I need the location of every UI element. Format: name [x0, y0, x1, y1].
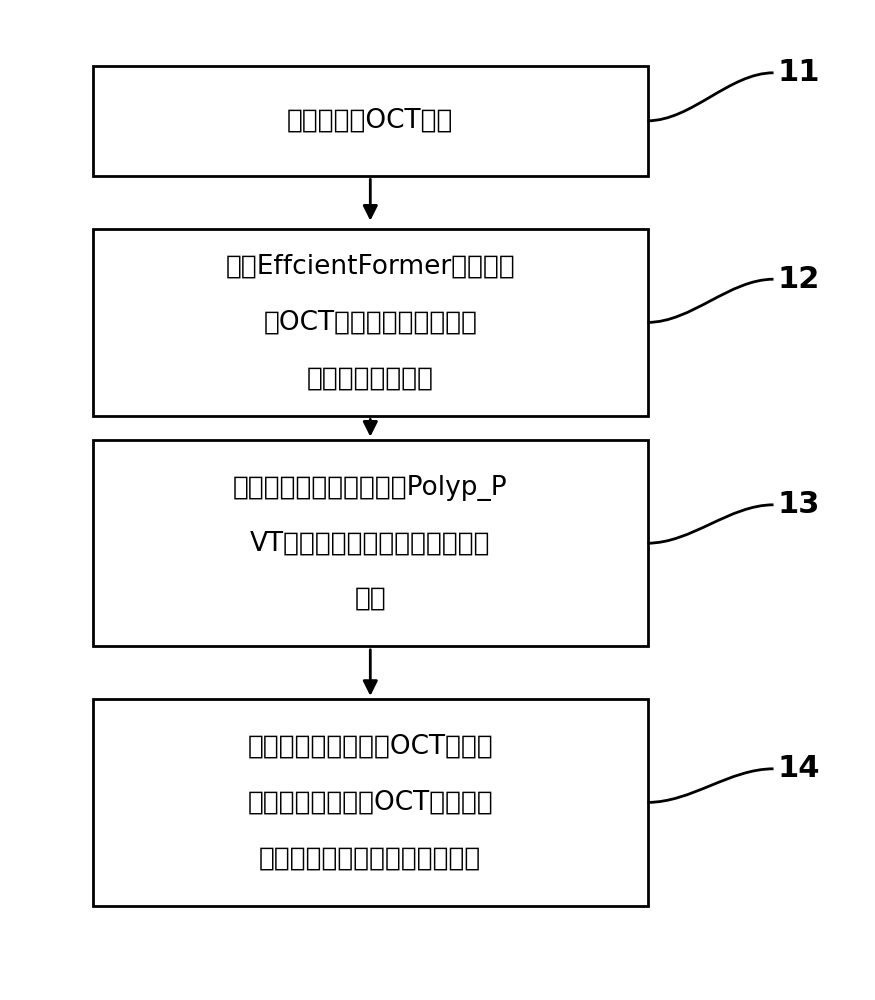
- Text: 13: 13: [778, 490, 820, 519]
- Text: 14: 14: [778, 754, 820, 783]
- Text: 获取血管内OCT图像: 获取血管内OCT图像: [287, 108, 453, 134]
- Text: 至目标识别模型，得到识别结果: 至目标识别模型，得到识别结果: [259, 845, 481, 871]
- FancyBboxPatch shape: [93, 440, 648, 646]
- FancyBboxPatch shape: [93, 229, 648, 416]
- Text: VT模型进行训练，得到目标识别: VT模型进行训练，得到目标识别: [250, 530, 491, 556]
- FancyBboxPatch shape: [93, 66, 648, 176]
- Text: 采用EffcientFormer提取血管: 采用EffcientFormer提取血管: [226, 254, 515, 280]
- Text: 获取待识别的血管内OCT图像，: 获取待识别的血管内OCT图像，: [248, 734, 493, 760]
- Text: 12: 12: [778, 265, 820, 294]
- Text: 模型: 模型: [354, 586, 386, 612]
- FancyBboxPatch shape: [93, 699, 648, 906]
- Text: 将待识别的血管内OCT图像输入: 将待识别的血管内OCT图像输入: [248, 789, 493, 815]
- Text: 目标训练特征图像: 目标训练特征图像: [307, 365, 434, 391]
- Text: 11: 11: [778, 58, 820, 87]
- Text: 采用目标训练特征图像对Polyp_P: 采用目标训练特征图像对Polyp_P: [233, 475, 507, 501]
- Text: 内OCT图像中的特征，得到: 内OCT图像中的特征，得到: [263, 309, 477, 335]
